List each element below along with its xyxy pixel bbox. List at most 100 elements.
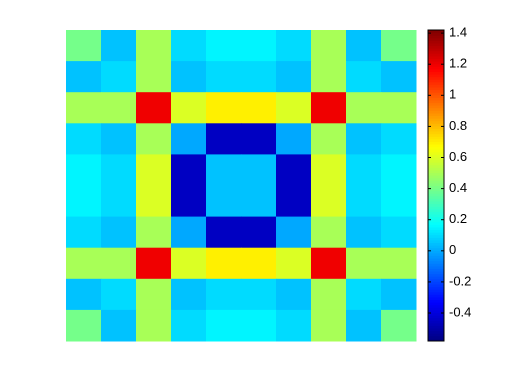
colorbar-segment — [428, 309, 444, 313]
heatmap-cell — [136, 216, 172, 249]
colorbar-segment — [428, 118, 444, 122]
colorbar-segment — [428, 120, 444, 124]
heatmap-cell — [171, 30, 207, 62]
colorbar-segment — [428, 30, 444, 34]
colorbar-segment — [428, 296, 444, 301]
colorbar-tick-label: 0.4 — [449, 180, 467, 195]
heatmap-cell — [346, 61, 382, 93]
heatmap-cell — [276, 154, 312, 186]
heatmap-cell — [381, 61, 417, 93]
colorbar-segment — [428, 133, 444, 137]
colorbar-segment — [428, 333, 444, 337]
colorbar-segment — [428, 45, 444, 49]
colorbar-segment — [428, 283, 444, 288]
colorbar-segment — [428, 42, 444, 47]
heatmap-cell — [381, 278, 417, 311]
heatmap-cell — [311, 278, 347, 311]
colorbar-segment — [428, 84, 444, 88]
heatmap-cell — [276, 309, 312, 342]
colorbar-segment — [428, 167, 444, 171]
colorbar-segment — [428, 63, 444, 67]
heatmap-cell — [346, 247, 382, 280]
heatmap-cell — [171, 123, 207, 155]
colorbar-segment — [428, 304, 444, 308]
colorbar-segment — [428, 260, 444, 264]
colorbar-tick-label: 0.8 — [449, 118, 467, 133]
colorbar-segment — [428, 138, 444, 142]
colorbar-segment — [428, 263, 444, 267]
heatmap-cell — [346, 185, 382, 218]
colorbar-segment — [428, 276, 444, 280]
colorbar-segment — [428, 193, 444, 197]
colorbar-segment — [428, 250, 444, 254]
heatmap-cell — [206, 61, 242, 93]
heatmap-cell — [241, 30, 277, 62]
heatmap-cell — [66, 123, 102, 155]
heatmap-cell — [101, 92, 137, 124]
colorbar-segment — [428, 289, 444, 293]
colorbar-segment — [428, 53, 444, 57]
colorbar-segment — [428, 229, 444, 233]
heatmap-cell — [206, 185, 242, 218]
heatmap-cell — [276, 247, 312, 280]
colorbar-segment — [428, 188, 444, 192]
heatmap-cell — [241, 154, 277, 186]
heatmap-cell — [241, 309, 277, 342]
colorbar-segment — [428, 97, 444, 101]
colorbar-segment — [428, 258, 444, 262]
heatmap-cell — [381, 123, 417, 155]
heatmap-cell — [346, 154, 382, 186]
colorbar-segment — [428, 315, 444, 319]
colorbar-segment — [428, 79, 444, 83]
heatmap-cell — [206, 123, 242, 155]
colorbar-tick-label: 1 — [449, 87, 456, 102]
heatmap-cell — [241, 278, 277, 311]
heatmap-cell — [346, 278, 382, 311]
colorbar-segment — [428, 322, 444, 326]
heatmap-cell — [311, 123, 347, 155]
heatmap-cell — [206, 92, 242, 124]
heatmap-cell — [276, 216, 312, 249]
colorbar-segment — [428, 177, 444, 181]
colorbar-segment — [428, 32, 444, 36]
heatmap-cell — [241, 123, 277, 155]
colorbar-segment — [428, 195, 444, 199]
colorbar-segment — [428, 271, 444, 275]
colorbar-segment — [428, 234, 444, 238]
heatmap-cell — [171, 61, 207, 93]
heatmap-cell — [206, 154, 242, 186]
colorbar-segment — [428, 125, 444, 129]
heatmap-cell — [381, 247, 417, 280]
colorbar-segment — [428, 201, 444, 205]
colorbar-segment — [428, 92, 444, 96]
colorbar-segment — [428, 221, 444, 225]
colorbar-segment — [428, 71, 444, 75]
heatmap-cell — [311, 92, 347, 124]
heatmap-cell — [206, 216, 242, 249]
colorbar-segment — [428, 214, 444, 218]
heatmap-cell — [136, 247, 172, 280]
heatmap-cell — [311, 61, 347, 93]
colorbar-segment — [428, 317, 444, 321]
colorbar-segment — [428, 281, 444, 285]
heatmap-cell — [136, 309, 172, 342]
heatmap-cell — [381, 309, 417, 342]
colorbar-segment — [428, 208, 444, 212]
heatmap-cell — [241, 61, 277, 93]
colorbar-segment — [428, 291, 444, 295]
colorbar-tick-label: 1.2 — [449, 56, 467, 71]
colorbar-tick-label: 1.4 — [449, 25, 467, 40]
colorbar-segment — [428, 278, 444, 282]
colorbar-segment — [428, 190, 444, 194]
colorbar-segment — [428, 131, 444, 135]
heatmap-cell — [101, 123, 137, 155]
colorbar-segment — [428, 159, 444, 163]
heatmap-cell — [206, 278, 242, 311]
colorbar-segment — [428, 247, 444, 251]
colorbar-segment — [428, 185, 444, 189]
heatmap-cell — [171, 154, 207, 186]
colorbar-segment — [428, 273, 444, 277]
heatmap-cell — [101, 61, 137, 93]
